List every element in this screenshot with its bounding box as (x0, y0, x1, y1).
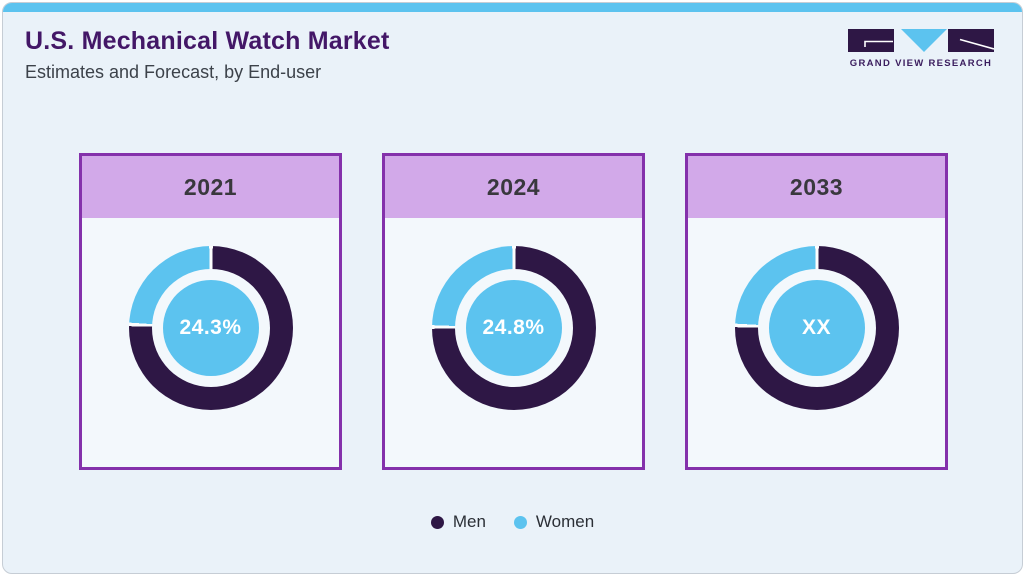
year-card-body: 24.8% (385, 218, 642, 467)
donut-center-disc: 24.8% (465, 280, 562, 376)
donut-center-disc: 24.3% (162, 280, 259, 376)
year-label: 2033 (789, 173, 844, 200)
donut-hole: 24.8% (454, 269, 573, 387)
donut-value-label: 24.8% (482, 316, 545, 339)
gvr-logo: GRAND VIEW RESEARCH (848, 29, 994, 69)
donut-value-label: 24.3% (179, 316, 242, 339)
year-card-2021: 2021 24.3% (79, 153, 342, 470)
year-card-2033: 2033 XX (685, 153, 948, 470)
gvr-logo-text: GRAND VIEW RESEARCH (849, 58, 993, 69)
legend-item-men: Men (430, 512, 486, 532)
donut-hole: 24.3% (151, 269, 270, 387)
chart-legend: Men Women (3, 512, 1022, 532)
donut-value-label: XX (801, 316, 831, 339)
legend-item-women: Women (513, 512, 595, 532)
year-card-header: 2024 (385, 156, 642, 218)
year-card-body: 24.3% (82, 218, 339, 467)
legend-label-men: Men (452, 512, 486, 531)
year-label: 2021 (183, 173, 238, 200)
top-accent-bar (3, 3, 1022, 12)
donut-center-disc: XX (768, 280, 865, 376)
donut-hole: XX (757, 269, 876, 387)
year-label: 2024 (486, 173, 541, 200)
men-swatch-icon (430, 515, 444, 529)
year-card-header: 2033 (688, 156, 945, 218)
year-cards-row: 2021 24.3% 2024 (79, 153, 948, 470)
page-title: U.S. Mechanical Watch Market (25, 27, 390, 55)
donut-chart-2024: 24.8% (431, 246, 596, 410)
donut-chart-2033: XX (734, 246, 899, 410)
gvr-logo-icon (848, 29, 994, 52)
year-card-header: 2021 (82, 156, 339, 218)
page-subtitle: Estimates and Forecast, by End-user (25, 62, 322, 82)
donut-chart-2021: 24.3% (128, 246, 293, 410)
year-card-2024: 2024 24.8% (382, 153, 645, 470)
page-header: U.S. Mechanical Watch Market Estimates a… (25, 27, 390, 83)
legend-label-women: Women (535, 512, 595, 531)
year-card-body: XX (688, 218, 945, 467)
women-swatch-icon (513, 515, 527, 529)
